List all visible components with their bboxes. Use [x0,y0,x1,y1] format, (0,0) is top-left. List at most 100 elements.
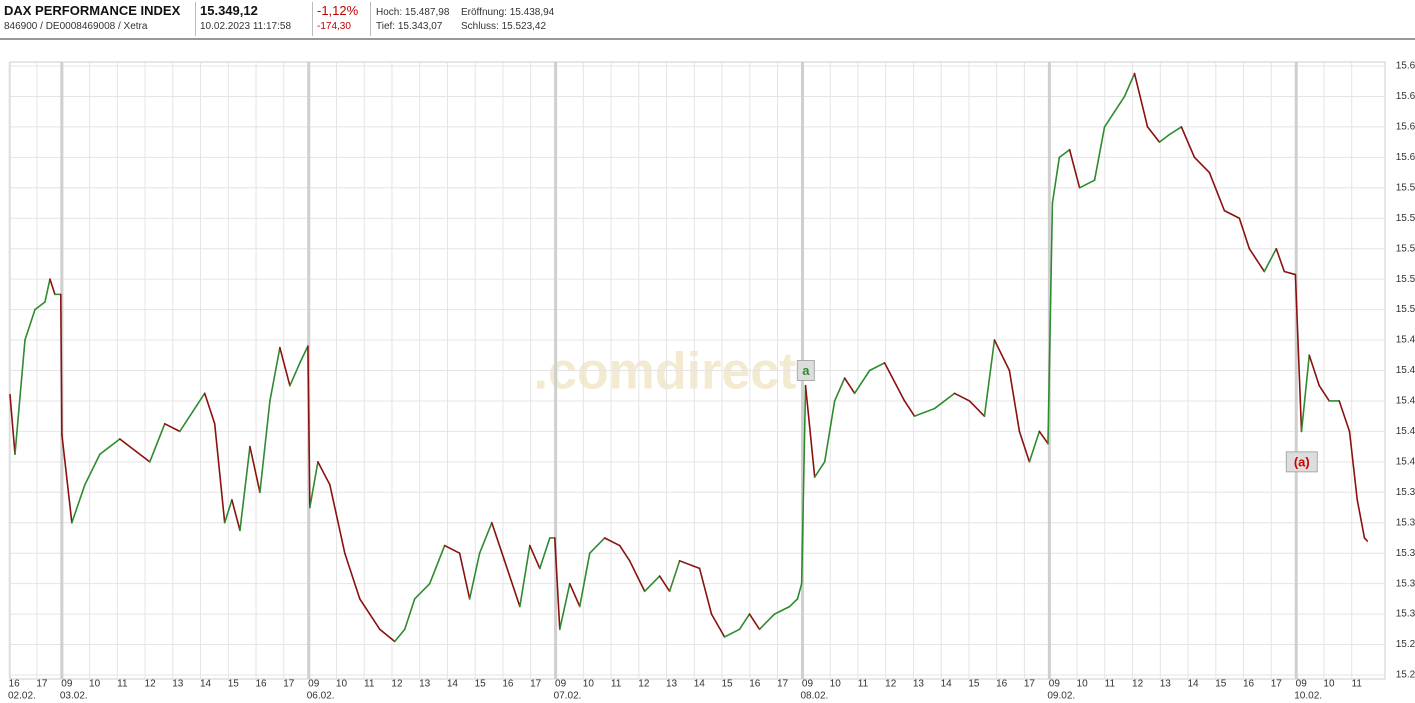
price-segment [1318,384,1331,402]
x-tick-label: 09 [308,679,320,690]
price-segment [289,362,301,387]
price-segment [403,598,416,631]
x-tick-label: 13 [172,679,184,690]
x-tick-label: 12 [391,679,403,690]
price-segment [1283,270,1297,276]
x-tick-label: 17 [530,679,542,690]
annotation-label: a [802,363,810,378]
price-segment [628,560,646,593]
x-tick-label: 09 [61,679,73,690]
price-segment [1180,126,1196,159]
x-tick-label: 16 [502,679,514,690]
price-segment [279,346,291,387]
y-tick-label: 15.440 [1396,396,1415,407]
price-segment [1103,110,1116,128]
price-segment [344,552,361,600]
change-pct: -1,12% [317,3,359,18]
x-tick-label: 17 [1271,679,1283,690]
price-segment [823,400,836,463]
price-segment [9,394,16,456]
price-segment [1146,126,1161,143]
price-segment [178,392,206,433]
price-segment [788,598,799,608]
price-segment [307,345,311,509]
price-segment [378,628,396,643]
price-segment [588,537,606,555]
price-segment [1058,148,1071,159]
date-label: 08.02. [800,691,828,702]
x-tick-label: 11 [1352,679,1363,690]
price-segment [59,293,63,436]
x-tick-label: 13 [1160,679,1172,690]
price-segment [329,483,346,555]
x-tick-label: 10 [583,679,595,690]
price-segment [1308,354,1321,387]
timestamp: 10.02.2023 11:17:58 [200,21,292,32]
price-segment [368,613,381,631]
price-segment [44,278,51,303]
price-segment [1223,209,1241,220]
price-segment [678,560,701,570]
annotation: a [796,360,815,381]
header: DAX PERFORMANCE INDEX 846900 / DE0008469… [0,0,1415,40]
y-tick-label: 15.480 [1396,335,1415,346]
y-tick-label: 15.280 [1396,639,1415,650]
price-segment [758,613,776,631]
y-tick-label: 15.660 [1396,61,1415,72]
x-tick-label: 16 [749,679,761,690]
price-segment [773,605,791,615]
price-segment [71,483,86,524]
price-segment [796,582,803,600]
price-segment [231,499,241,532]
x-tick-label: 13 [913,679,925,690]
price-segment [953,392,971,402]
annotation-label: (a) [1294,454,1310,469]
price-segment [309,461,319,509]
annotation: (a) [1285,451,1318,473]
price-segment [853,369,871,395]
x-tick-label: 13 [419,679,431,690]
price-segment [618,544,631,562]
title: DAX PERFORMANCE INDEX [4,3,181,18]
price-segment [553,537,561,631]
price-segment [968,400,986,417]
price-segment [259,400,271,494]
x-tick-label: 12 [1132,679,1144,690]
x-tick-label: 16 [9,679,21,690]
ids: 846900 / DE0008469008 / Xetra [4,21,148,32]
price-segment [1123,72,1136,98]
price-segment [1193,156,1211,174]
y-tick-label: 15.460 [1396,365,1415,376]
price-segment [1294,273,1303,433]
close: Schluss: 15.523,42 [461,21,547,32]
price-segment [539,537,551,570]
price-segment [1248,247,1266,273]
price-segment [529,544,541,570]
price-segment [503,560,521,608]
y-tick-label: 15.420 [1396,426,1415,437]
y-tick-label: 15.580 [1396,182,1415,193]
price-segment [568,582,581,608]
x-tick-label: 12 [885,679,897,690]
title-cell: DAX PERFORMANCE INDEX 846900 / DE0008469… [0,2,196,36]
x-tick-label: 10 [830,679,842,690]
x-tick-label: 10 [89,679,101,690]
price-segment [1068,148,1081,189]
price-segment [1356,499,1366,539]
x-tick-label: 09 [1049,679,1061,690]
date-label: 09.02. [1047,691,1075,702]
date-label: 03.02. [60,691,88,702]
price-segment [1018,430,1031,463]
x-tick-label: 15 [475,679,487,690]
price-segment [413,582,431,600]
y-tick-label: 15.300 [1396,609,1415,620]
stats-cell: Hoch: 15.487,98 Eröffnung: 15.438,94 Tie… [371,2,591,36]
price-segment [1208,171,1226,212]
price-segment [723,628,741,638]
x-tick-label: 15 [721,679,733,690]
open: Eröffnung: 15.438,94 [461,7,555,18]
price-segment [868,362,886,372]
price-segment [800,384,807,585]
y-tick-label: 15.320 [1396,578,1415,589]
x-tick-label: 14 [447,679,459,690]
